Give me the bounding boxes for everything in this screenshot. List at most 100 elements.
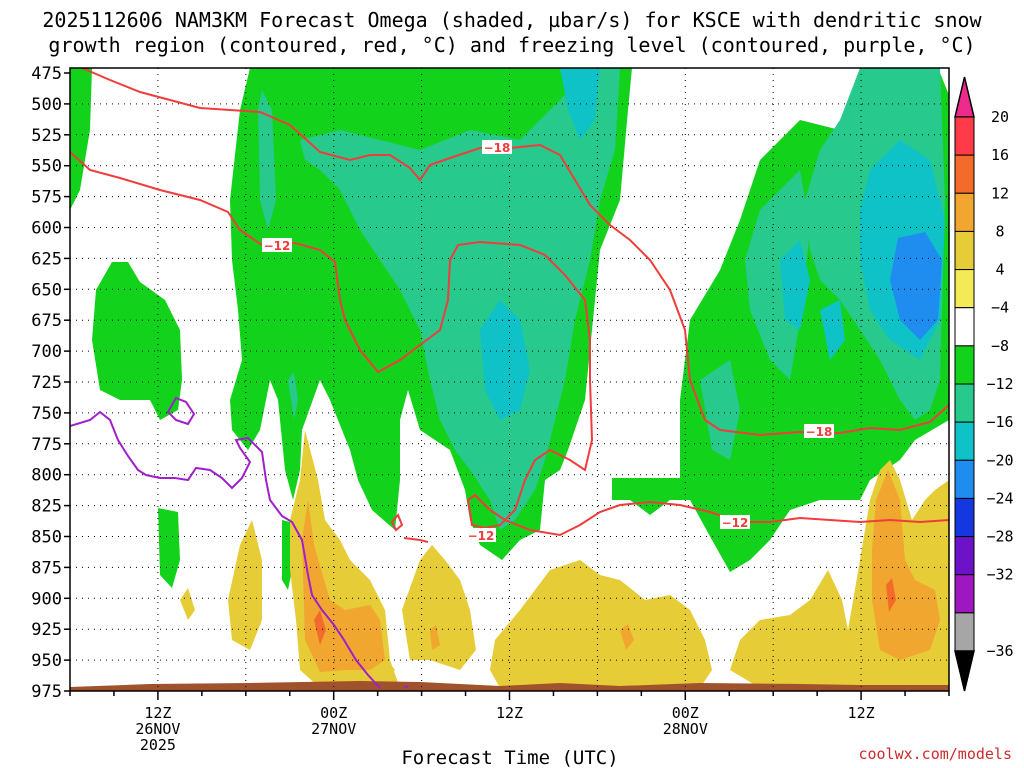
omega-redorange-left [314, 610, 326, 645]
omega-orange-right [872, 470, 940, 660]
omega-orange-small [620, 624, 634, 650]
colorbar-segment [954, 345, 975, 385]
freezing-level-contours [70, 396, 409, 689]
freezing-level-main [70, 410, 381, 689]
omega-cyan-right-2 [780, 240, 810, 330]
colorbar-label: −16 [986, 413, 1013, 431]
omega-cyan-right-3 [820, 300, 845, 360]
colorbar-segment [954, 574, 975, 614]
contour-label-minus18-a: −18 [484, 141, 511, 155]
omega-teal-upper [258, 90, 276, 230]
omega-teal-center [300, 68, 620, 530]
omega-yellow-left-1 [228, 520, 262, 650]
dgz-contour-minus18-upper [81, 68, 949, 437]
contour-label-minus18-b: −18 [806, 425, 833, 439]
colorbar-label: −24 [986, 489, 1013, 507]
colorbar-label: 8 [995, 222, 1004, 240]
colorbar-label: −20 [986, 451, 1013, 469]
y-tick-label: 750 [31, 404, 62, 424]
colorbar-segment [954, 230, 975, 271]
y-tick-label: 900 [31, 589, 62, 609]
credit-text: coolwx.com/models [858, 745, 1012, 763]
x-tick-label: 26NOV [135, 720, 180, 738]
y-tick-label: 850 [31, 528, 62, 548]
colorbar-segment [954, 116, 975, 156]
x-axis-title: Forecast Time (UTC) [401, 747, 618, 768]
y-tick-label: 950 [31, 651, 62, 671]
x-tick-label: 12Z [496, 704, 523, 722]
freezing-level-loop [166, 396, 196, 426]
colorbar-segment [954, 192, 975, 232]
x-tick-label: 00Z [672, 704, 699, 722]
y-tick-label: 825 [31, 497, 62, 517]
x-tick-label: 12Z [848, 704, 875, 722]
colorbar-segment [954, 497, 975, 538]
y-tick-label: 575 [31, 188, 62, 208]
colorbar-label: 4 [995, 261, 1004, 279]
chart-title-line1: 2025112606 NAM3KM Forecast Omega (shaded… [42, 8, 982, 32]
plot-grid [70, 68, 949, 691]
colorbar-label: 16 [991, 146, 1009, 164]
colorbar-label: −4 [991, 299, 1009, 317]
colorbar-top-arrow [954, 76, 975, 118]
omega-yellow-mid-1 [402, 545, 476, 670]
y-tick-label: 650 [31, 280, 62, 300]
x-tick-label: 12Z [144, 704, 171, 722]
omega-teal-mid-low [700, 360, 740, 460]
omega-shading-blue [890, 232, 942, 340]
omega-yellow-left-2 [180, 588, 195, 620]
dgz-contour-small-tail [403, 537, 429, 543]
y-tick-label: 475 [31, 64, 62, 84]
y-tick-label: 625 [31, 249, 62, 269]
omega-shading-redorange [314, 578, 896, 645]
omega-region-left-mid [92, 262, 182, 420]
contour-labels: −18 −18 −12 −12 −12 [262, 140, 834, 543]
freezing-level-dot [403, 685, 409, 689]
y-tick-label: 800 [31, 466, 62, 486]
omega-redorange-right [886, 578, 896, 612]
x-tick-label: 00Z [320, 704, 347, 722]
colorbar-segment [954, 154, 975, 194]
colorbar-segment [954, 536, 975, 576]
contour-label-minus12-c: −12 [722, 516, 749, 530]
contour-label-minus12-b: −12 [468, 529, 495, 543]
omega-region-left-upper [70, 68, 92, 210]
clabel-bg-1 [482, 140, 512, 154]
y-tick-label: 600 [31, 219, 62, 239]
y-tick-label: 675 [31, 311, 62, 331]
colorbar-segment [954, 421, 975, 461]
y-tick-label: 700 [31, 342, 62, 362]
y-tick-label: 875 [31, 558, 62, 578]
dgz-contour-small-loop [390, 513, 404, 532]
dgz-contours [70, 68, 949, 543]
colorbar-segment [954, 269, 975, 309]
omega-yellow-mid-2 [490, 560, 712, 688]
colorbar-bottom-arrow [954, 650, 975, 692]
x-tick-label: 2025 [140, 736, 176, 754]
plot-area: −18 −18 −12 −12 −12 [70, 68, 949, 691]
x-tick-label: 28NOV [663, 720, 708, 738]
colorbar-label: −32 [986, 566, 1013, 584]
clabel-bg-3 [262, 238, 292, 252]
dgz-contour-minus12-upper [70, 151, 949, 537]
omega-teal-right-2 [745, 170, 810, 380]
y-tick-label: 550 [31, 157, 62, 177]
colorbar-label: 12 [991, 184, 1009, 202]
colorbar-label: −36 [986, 642, 1013, 660]
colorbar-label: −8 [991, 337, 1009, 355]
omega-teal-small-left [288, 372, 298, 420]
y-tick-label: 925 [31, 620, 62, 640]
colorbar-segment [954, 459, 975, 499]
y-tick-label: 975 [31, 682, 62, 702]
colorbar-label: 20 [991, 108, 1009, 126]
omega-region-left-low [158, 508, 180, 588]
clabel-bg-2 [804, 424, 834, 438]
colorbar: 20 16 12 8 4 −4 −8 −12 −16 −20 −24 −28 −32 −36 [954, 76, 1014, 692]
y-tick-label: 525 [31, 126, 62, 146]
x-tick-label: 27NOV [311, 720, 356, 738]
colorbar-segment [954, 383, 975, 423]
omega-cyan-mid [480, 300, 530, 420]
colorbar-label: −28 [986, 528, 1013, 546]
omega-blue-right [890, 232, 942, 340]
